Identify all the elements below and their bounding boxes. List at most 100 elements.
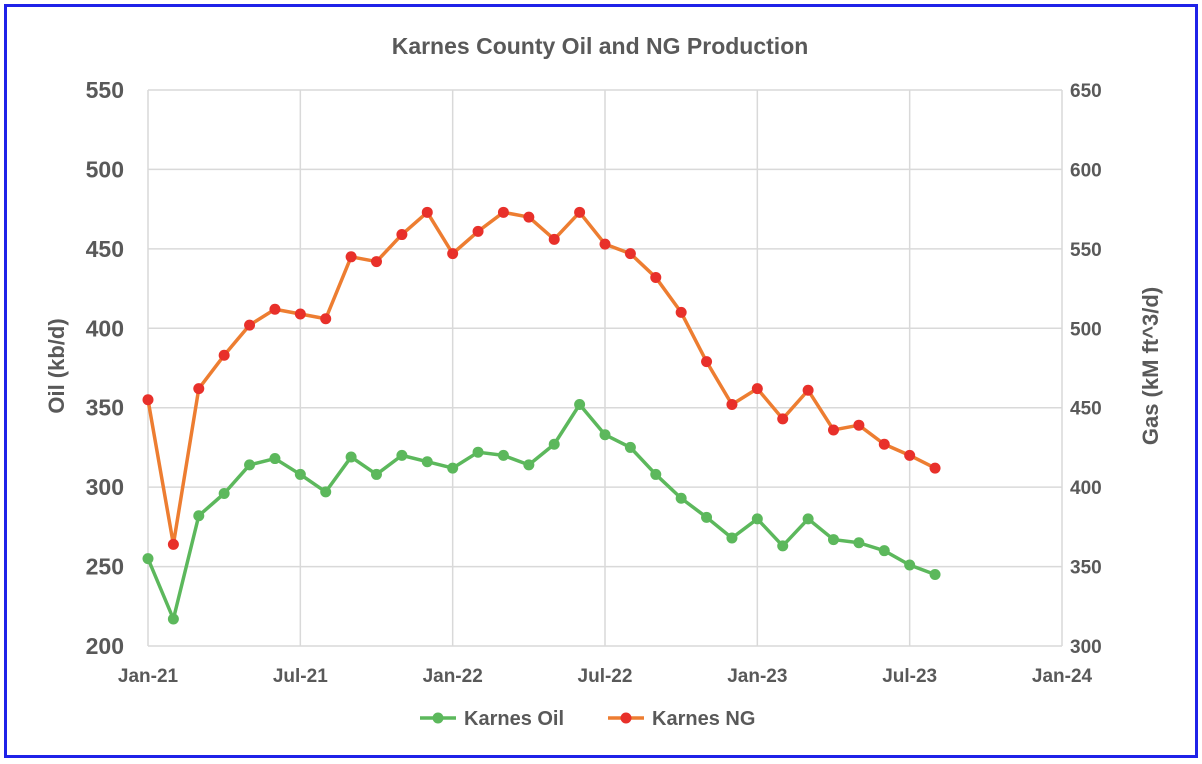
- karnes-ng-point: [371, 256, 382, 268]
- karnes-oil-point: [167, 613, 179, 625]
- right-axis-ticks: 300 350 400 450 500 550 600 650: [1070, 81, 1102, 658]
- karnes-ng-point: [218, 349, 230, 361]
- karnes-ng-point: [497, 206, 509, 218]
- karnes-ng-point: [167, 538, 179, 550]
- karnes-ng-point: [574, 206, 586, 218]
- x-tick-label: Jan-21: [118, 666, 179, 687]
- karnes-ng-point: [599, 238, 611, 250]
- x-tick-label: Jul-21: [273, 666, 328, 687]
- right-tick-label: 650: [1070, 81, 1102, 102]
- karnes-ng-point: [320, 313, 332, 325]
- x-tick-label: Jan-23: [727, 666, 787, 687]
- karnes-oil-point: [574, 399, 586, 411]
- x-tick-label: Jul-23: [882, 666, 937, 687]
- karnes-oil-point: [244, 459, 256, 471]
- legend: Karnes Oil Karnes NG: [420, 708, 755, 730]
- karnes-oil-point: [396, 449, 408, 461]
- x-tick-label: Jan-22: [423, 666, 483, 687]
- karnes-ng-point: [624, 248, 636, 260]
- karnes-oil-point: [802, 513, 814, 525]
- left-tick-label: 400: [86, 315, 124, 341]
- karnes-oil-legend-marker: [432, 712, 444, 724]
- karnes-oil-legend-label: Karnes Oil: [464, 708, 564, 730]
- karnes-oil-point: [878, 545, 890, 557]
- karnes-ng-point: [548, 233, 560, 245]
- left-tick-label: 200: [86, 633, 124, 659]
- karnes-oil-point: [142, 553, 154, 565]
- right-tick-label: 350: [1070, 558, 1102, 579]
- left-tick-label: 450: [86, 236, 124, 262]
- karnes-ng-point: [294, 308, 306, 320]
- x-tick-label: Jan-24: [1032, 666, 1093, 687]
- left-axis-ticks: 200 250 300 350 400 450 500 550: [86, 77, 124, 659]
- karnes-ng-point: [701, 356, 713, 368]
- karnes-oil-point: [421, 456, 433, 468]
- gridlines: [147, 89, 1063, 647]
- karnes-oil-point: [345, 451, 357, 463]
- karnes-ng-point: [675, 306, 687, 318]
- karnes-oil-point: [904, 559, 916, 571]
- karnes-oil-line: [146, 402, 936, 621]
- karnes-ng-point: [447, 248, 459, 260]
- karnes-oil-point: [472, 446, 484, 458]
- right-axis-label: Gas (kM ft^3/d): [1138, 287, 1163, 445]
- left-tick-label: 300: [86, 474, 124, 500]
- x-tick-label: Jul-22: [578, 666, 633, 687]
- karnes-ng-point: [244, 319, 256, 331]
- karnes-oil-point: [853, 537, 865, 549]
- karnes-oil-point: [218, 487, 230, 499]
- right-tick-label: 550: [1070, 240, 1102, 261]
- right-tick-label: 300: [1070, 637, 1102, 658]
- karnes-ng-point: [193, 383, 205, 395]
- karnes-oil-point: [701, 511, 713, 523]
- karnes-oil-point: [294, 468, 306, 480]
- karnes-ng-line: [146, 210, 936, 547]
- karnes-oil-point: [624, 441, 636, 453]
- karnes-oil-point: [447, 462, 459, 474]
- karnes-oil-point: [193, 510, 205, 522]
- karnes-ng-point: [751, 383, 763, 395]
- karnes-ng-point: [650, 271, 662, 283]
- karnes-ng-legend-marker: [620, 712, 632, 724]
- karnes-ng-point: [472, 225, 484, 237]
- karnes-ng-point: [269, 303, 281, 315]
- karnes-oil-point: [548, 438, 560, 450]
- karnes-ng-point: [929, 462, 941, 474]
- x-axis-ticks: Jan-21 Jul-21 Jan-22 Jul-22 Jan-23 Jul-23 Jan-…: [118, 666, 1093, 687]
- karnes-ng-point: [726, 399, 738, 411]
- karnes-ng-point: [828, 424, 839, 436]
- karnes-oil-point: [371, 468, 382, 480]
- karnes-ng-point: [802, 384, 814, 396]
- karnes-ng-point: [396, 229, 408, 241]
- right-tick-label: 500: [1070, 319, 1102, 340]
- karnes-oil-point: [650, 468, 662, 480]
- karnes-oil-point: [751, 513, 763, 525]
- karnes-oil-point: [675, 492, 687, 504]
- karnes-oil-point: [828, 534, 839, 546]
- karnes-ng-point: [523, 211, 535, 223]
- karnes-ng-point: [853, 419, 865, 431]
- karnes-ng-point: [777, 413, 789, 425]
- karnes-oil-point: [726, 532, 738, 544]
- right-tick-label: 400: [1070, 478, 1102, 499]
- karnes-oil-point: [497, 449, 509, 461]
- karnes-oil-point: [599, 429, 611, 441]
- karnes-oil-point: [523, 459, 535, 471]
- karnes-ng-legend-label: Karnes NG: [652, 708, 755, 730]
- karnes-ng-point: [421, 206, 433, 218]
- karnes-ng-point: [142, 394, 154, 406]
- chart-title: Karnes County Oil and NG Production: [392, 33, 809, 59]
- left-axis-label: Oil (kb/d): [44, 318, 69, 413]
- karnes-oil-point: [777, 540, 789, 552]
- left-tick-label: 350: [86, 395, 124, 421]
- karnes-oil-point: [269, 453, 281, 465]
- series-group: [142, 206, 941, 625]
- left-tick-label: 550: [86, 77, 124, 103]
- left-tick-label: 500: [86, 156, 124, 182]
- karnes-oil-point: [929, 569, 941, 581]
- karnes-ng-point: [878, 438, 890, 450]
- left-tick-label: 250: [86, 554, 124, 580]
- karnes-ng-point: [904, 449, 916, 461]
- karnes-oil-point: [320, 486, 332, 498]
